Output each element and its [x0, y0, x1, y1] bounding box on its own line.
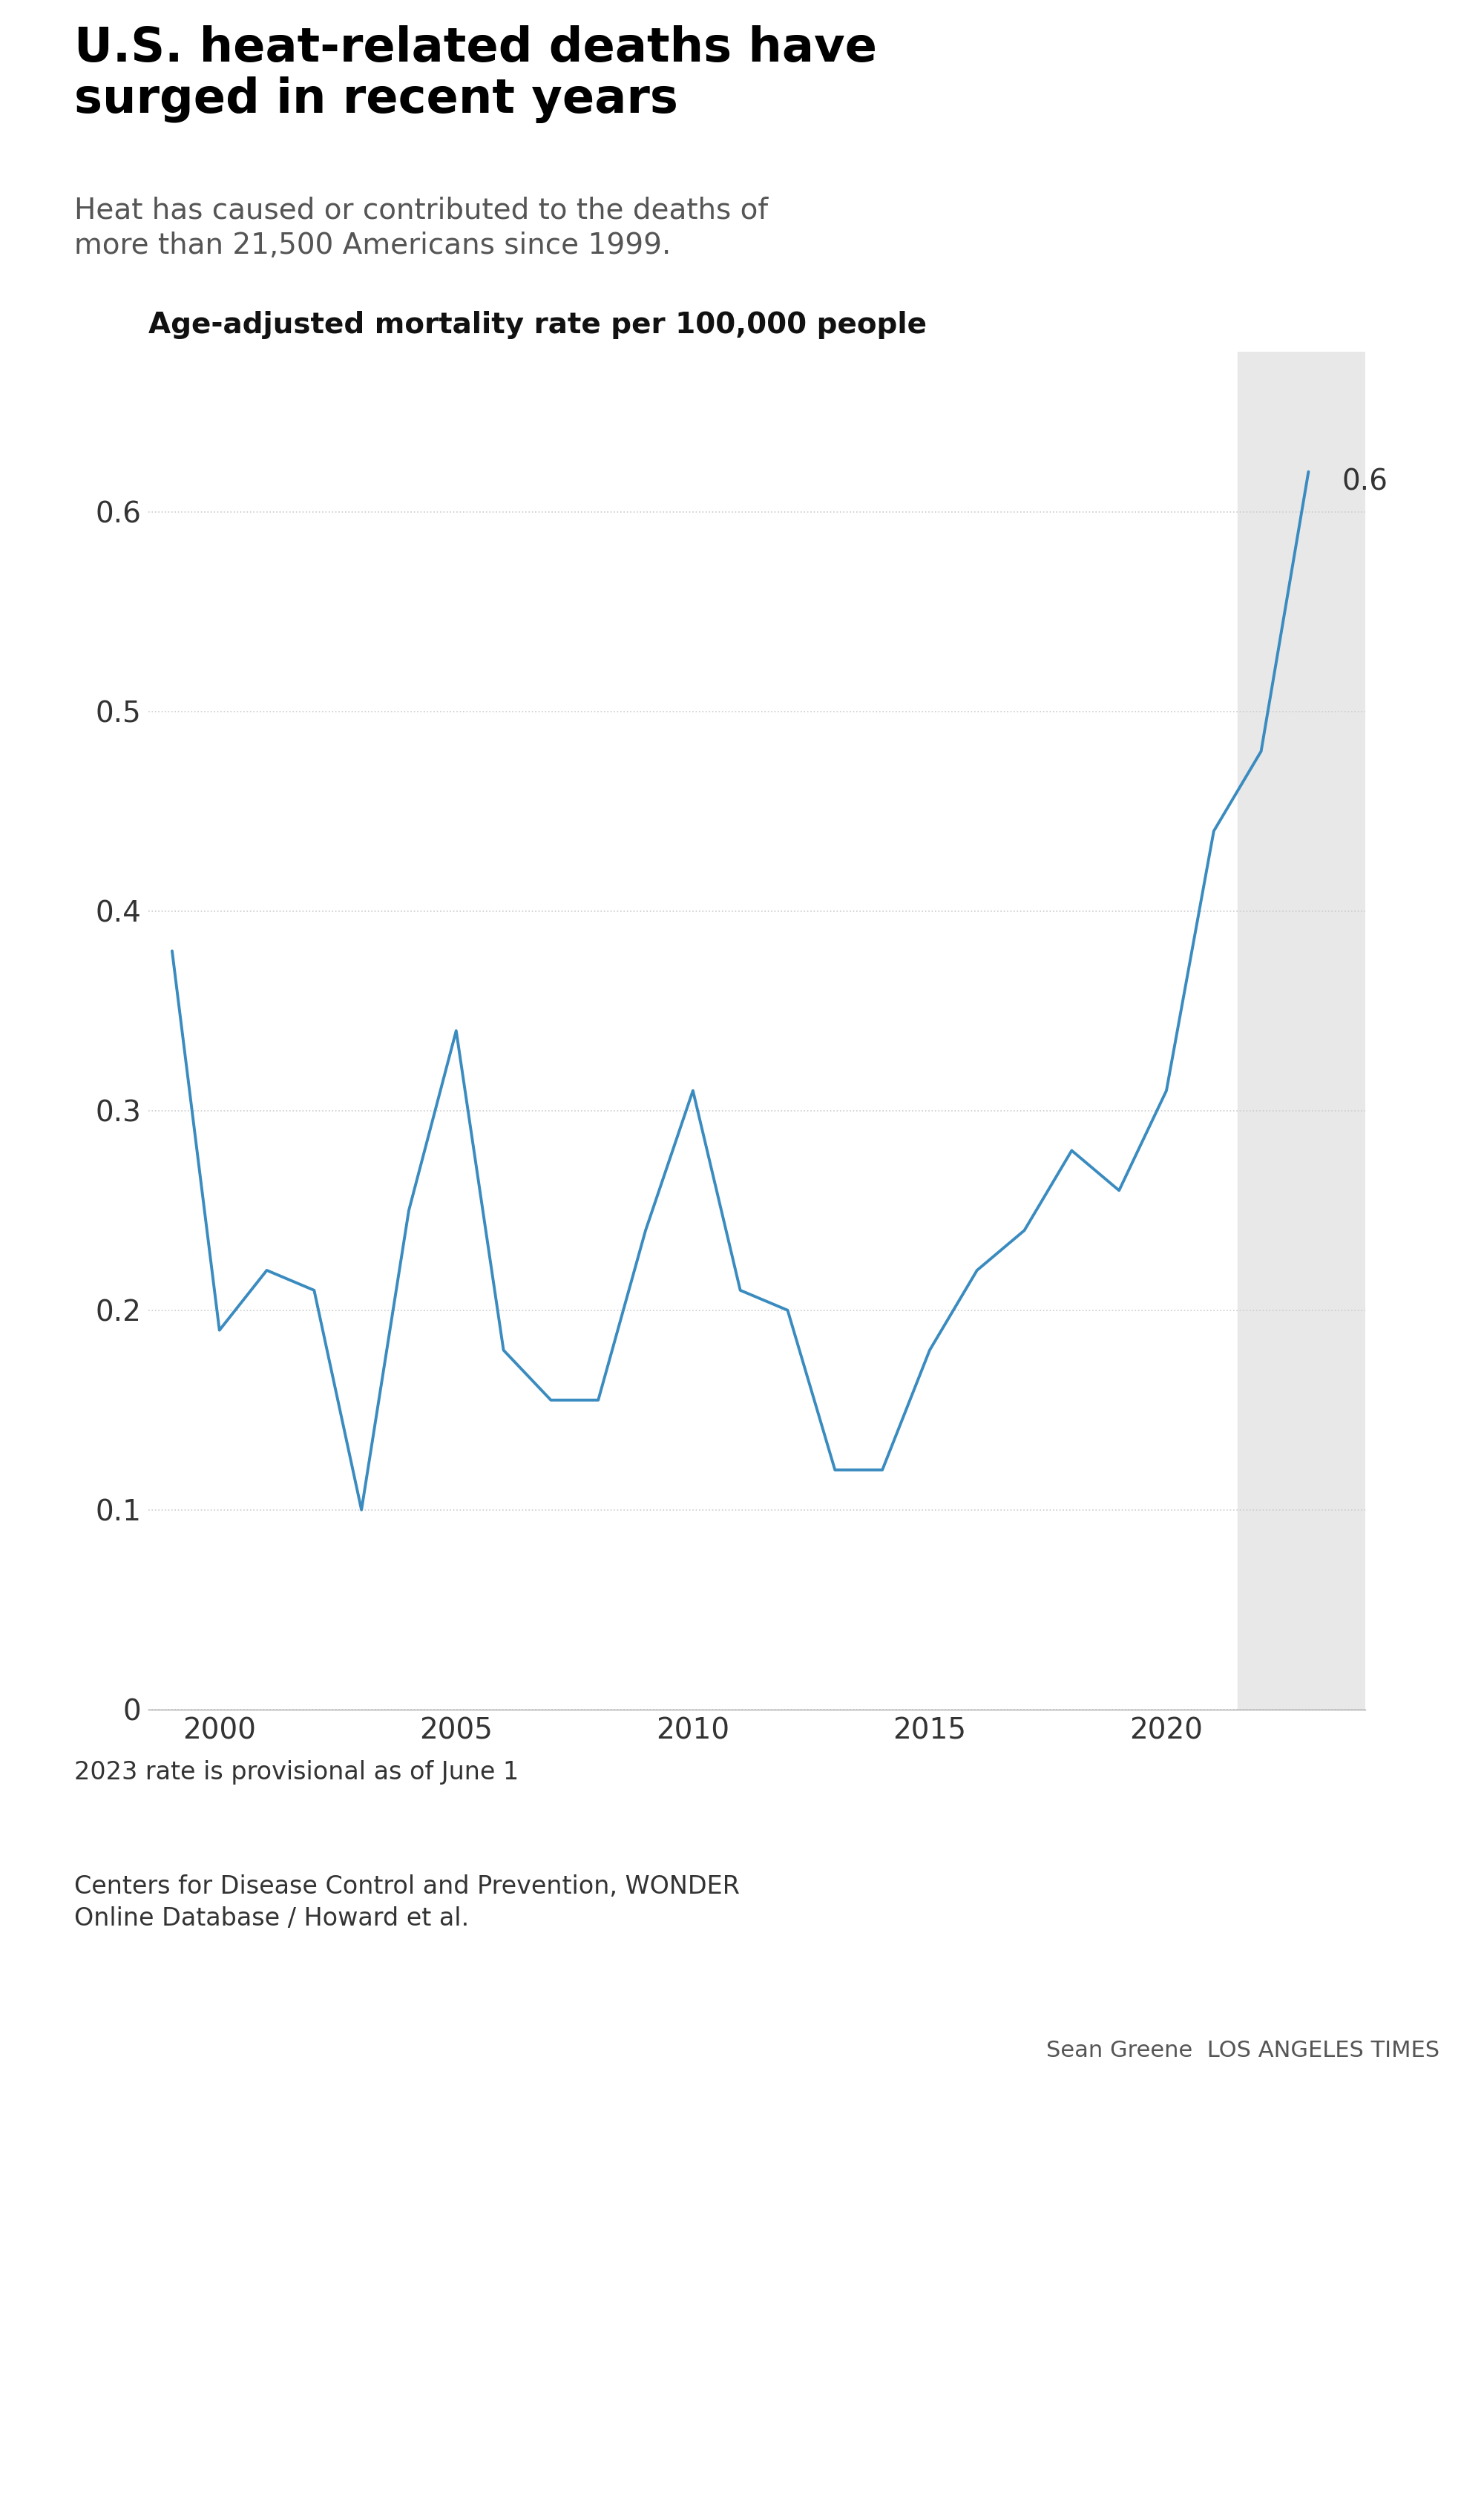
Text: 2023 rate is provisional as of June 1: 2023 rate is provisional as of June 1: [74, 1760, 519, 1785]
Text: Heat has caused or contributed to the deaths of
more than 21,500 Americans since: Heat has caused or contributed to the de…: [74, 196, 769, 259]
Text: Age-adjusted mortality rate per 100,000 people: Age-adjusted mortality rate per 100,000 …: [148, 312, 926, 339]
Bar: [1238, 352, 1365, 1710]
Text: U.S. heat-related deaths have
surged in recent years: U.S. heat-related deaths have surged in …: [74, 25, 877, 123]
Text: Sean Greene  LOS ANGELES TIMES: Sean Greene LOS ANGELES TIMES: [1046, 2039, 1439, 2061]
Text: 0.6: 0.6: [1342, 468, 1388, 495]
Text: Centers for Disease Control and Prevention, WONDER
Online Database / Howard et a: Centers for Disease Control and Preventi…: [74, 1875, 739, 1931]
